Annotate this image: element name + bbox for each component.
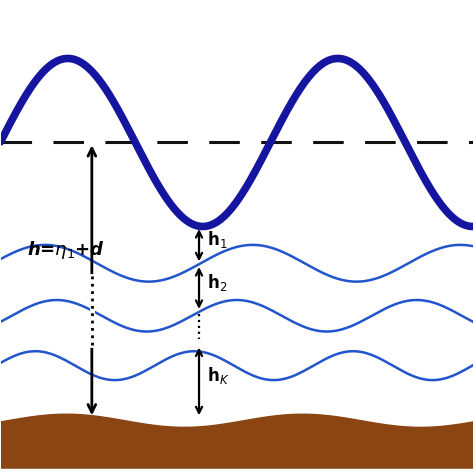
Text: h$_K$: h$_K$ <box>208 365 230 386</box>
Text: h=$\eta_1$+d: h=$\eta_1$+d <box>27 239 105 261</box>
Text: h$_1$: h$_1$ <box>208 229 228 250</box>
Text: h$_2$: h$_2$ <box>208 272 228 293</box>
